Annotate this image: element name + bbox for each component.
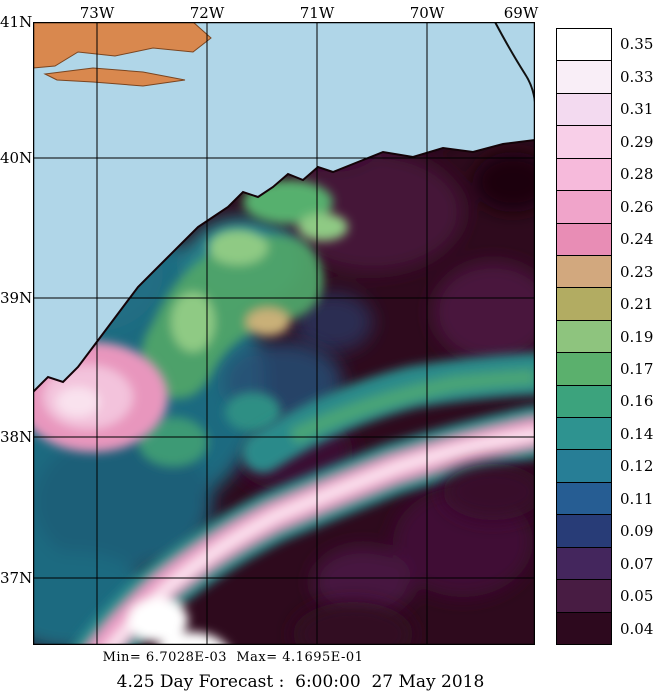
colorbar-label: 0.14: [620, 425, 654, 443]
colorbar-swatch: [557, 612, 611, 645]
colorbar-swatch: [557, 353, 611, 386]
land-long-island: [32, 21, 212, 87]
colorbar-label: 0.35: [620, 35, 654, 53]
colorbar-label: 0.07: [620, 555, 654, 573]
colorbar-label: 0.04: [620, 620, 654, 638]
colorbar-swatch: [557, 93, 611, 127]
lon-tick-label: 72W: [189, 4, 225, 22]
colorbar-label: 0.21: [620, 295, 654, 313]
colorbar-label: 0.19: [620, 328, 654, 346]
map-border: [32, 21, 536, 646]
coastline: [32, 139, 536, 393]
lon-tick-label: 69W: [503, 4, 539, 22]
colorbar-label: 0.33: [620, 68, 654, 86]
colorbar-swatch: [557, 320, 611, 354]
lat-tick-label: 40N: [0, 149, 33, 167]
colorbar-swatch: [557, 126, 611, 159]
colorbar-label: 0.09: [620, 522, 654, 540]
colorbar-label: 0.17: [620, 360, 654, 378]
colorbar-label: 0.05: [620, 587, 654, 605]
lon-tick-label: 70W: [409, 4, 445, 22]
colorbar-swatch: [557, 191, 611, 224]
colorbar-swatch: [557, 418, 611, 451]
lon-tick-label: 73W: [79, 4, 115, 22]
min-max-stats: Min= 6.7028E-03 Max= 4.1695E-01: [102, 650, 364, 665]
plot-title: 4.25 Day Forecast : 6:00:00 27 May 2018: [116, 672, 485, 692]
grid-lines: [33, 22, 535, 645]
lat-tick-label: 37N: [0, 569, 33, 587]
colorbar-swatch: [557, 29, 611, 62]
coastline-northeast: [494, 21, 536, 103]
colorbar-swatch: [557, 158, 611, 192]
colorbar-label: 0.24: [620, 230, 654, 248]
colorbar-label: 0.31: [620, 100, 654, 118]
map-canvas: [32, 21, 536, 646]
lon-tick-label: 71W: [299, 4, 335, 22]
lat-tick-label: 41N: [0, 13, 33, 31]
colorbar-swatch: [557, 223, 611, 256]
colorbar-swatch: [557, 385, 611, 419]
colorbar-label: 0.29: [620, 133, 654, 151]
colorbar-swatch: [557, 482, 611, 516]
colorbar-labels: 0.35 0.33 0.31 0.29 0.28 0.26 0.24 0.23 0.21 0.19…: [620, 28, 668, 645]
colorbar-label: 0.16: [620, 392, 654, 410]
dark-patches-south: [293, 464, 535, 645]
colorbar: [556, 28, 612, 645]
north-wall-filament: [242, 353, 535, 473]
colorbar-label: 0.23: [620, 263, 654, 281]
colorbar-swatch: [557, 580, 611, 613]
colorbar-label: 0.12: [620, 457, 654, 475]
colorbar-swatch: [557, 255, 611, 289]
colorbar-swatch: [557, 61, 611, 94]
lat-tick-label: 39N: [0, 289, 33, 307]
colorbar-swatch: [557, 515, 611, 548]
colorbar-label: 0.26: [620, 198, 654, 216]
colorbar-label: 0.28: [620, 165, 654, 183]
gulf-stream-band: [67, 406, 535, 645]
field-layer: [33, 140, 535, 645]
lat-tick-label: 38N: [0, 428, 33, 446]
colorbar-swatch: [557, 547, 611, 581]
colorbar-swatch: [557, 450, 611, 483]
map-panel: [32, 21, 536, 646]
shelf-eddies: [138, 180, 348, 467]
colorbar-swatch: [557, 288, 611, 321]
colorbar-label: 0.11: [620, 490, 654, 508]
